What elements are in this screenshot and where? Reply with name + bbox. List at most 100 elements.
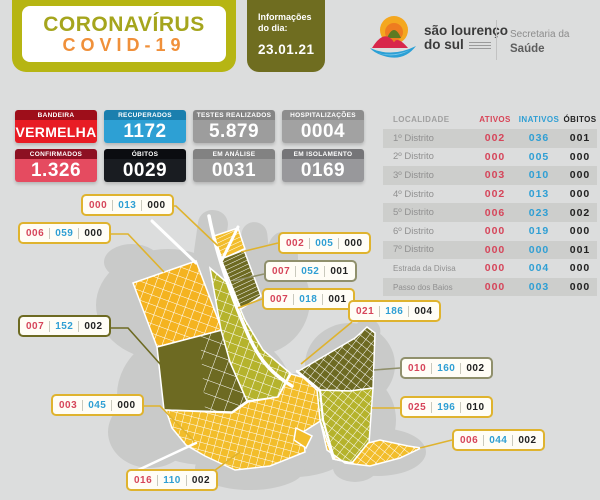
cell-inativos: 019 — [528, 225, 550, 238]
map-callout: 010 160 002 — [400, 357, 493, 379]
info-label-line1: Informações — [258, 12, 312, 22]
callout-ativos: 010 — [408, 362, 427, 374]
districts — [132, 227, 424, 471]
callout-divider — [460, 401, 462, 413]
map-callout: 007 052 001 — [264, 260, 357, 282]
callout-ativos: 007 — [270, 293, 289, 305]
callout-divider — [112, 199, 114, 211]
callout-divider — [78, 320, 80, 332]
callout-inativos: 160 — [437, 362, 456, 374]
roads — [134, 214, 336, 473]
city-logo-name: são lourenço do sul — [424, 23, 509, 52]
stat-card: HOSPITALIZAÇÕES 0004 — [282, 110, 364, 143]
cell-ativos: 002 — [484, 188, 506, 201]
callout-obitos: 002 — [518, 434, 537, 446]
row-locality: 1º Distrito — [393, 132, 434, 144]
map-callout: 000 013 000 — [81, 194, 174, 216]
callout-ativos: 016 — [134, 474, 153, 486]
table-row: 5º Distrito 006 023 002 — [383, 203, 597, 222]
stat-label: HOSPITALIZAÇÕES — [282, 110, 364, 120]
callout-inativos: 013 — [118, 199, 137, 211]
cell-obitos: 001 — [569, 132, 591, 145]
table-row: 1º Distrito 002 036 001 — [383, 129, 597, 148]
stat-value: 5.879 — [193, 120, 275, 143]
stat-label: EM ANÁLISE — [193, 149, 275, 159]
callout-ativos: 003 — [59, 399, 78, 411]
map-callout: 006 059 000 — [18, 222, 111, 244]
stat-label: BANDEIRA — [15, 110, 97, 120]
cell-ativos: 000 — [484, 225, 506, 238]
header-divider — [496, 20, 497, 60]
stat-card: TESTES REALIZADOS 5.879 — [193, 110, 275, 143]
map-callout: 006 044 002 — [452, 429, 545, 451]
cell-inativos: 010 — [528, 169, 550, 182]
stat-card: EM ANÁLISE 0031 — [193, 149, 275, 182]
callout-obitos: 000 — [147, 199, 166, 211]
cell-inativos: 003 — [528, 281, 550, 294]
callout-obitos: 000 — [84, 227, 103, 239]
row-locality: Estrada da Divisa — [393, 263, 456, 273]
callout-obitos: 002 — [466, 362, 485, 374]
callout-ativos: 021 — [356, 305, 375, 317]
cell-ativos: 000 — [484, 281, 506, 294]
callout-divider — [185, 474, 187, 486]
callout-obitos: 004 — [414, 305, 433, 317]
stat-label: EM ISOLAMENTO — [282, 149, 364, 159]
callout-divider — [324, 265, 326, 277]
table-row: 6º Distrito 000 019 000 — [383, 222, 597, 241]
stat-card: BANDEIRA VERMELHA — [15, 110, 97, 143]
cell-obitos: 000 — [569, 262, 591, 275]
callout-divider — [82, 399, 84, 411]
callout-ativos: 025 — [408, 401, 427, 413]
cell-obitos: 002 — [569, 206, 591, 219]
cell-obitos: 000 — [569, 150, 591, 163]
cell-inativos: 036 — [528, 132, 550, 145]
col-header-ativos: ATIVOS — [479, 114, 511, 124]
title-coronavirus: CORONAVÍRUS — [43, 12, 205, 36]
col-header-localidade: LOCALIDADE — [393, 114, 450, 124]
cell-obitos: 001 — [569, 243, 591, 256]
callout-ativos: 006 — [460, 434, 479, 446]
callout-divider — [431, 362, 433, 374]
logo-fineprint — [468, 40, 491, 51]
locality-table: LOCALIDADE ATIVOS INATIVOS ÓBITOS 1º Dis… — [383, 109, 597, 297]
callout-divider — [293, 293, 295, 305]
callout-inativos: 059 — [55, 227, 74, 239]
callout-divider — [338, 237, 340, 249]
stat-value: 0029 — [104, 159, 186, 182]
callout-divider — [460, 362, 462, 374]
stat-card: RECUPERADOS 1172 — [104, 110, 186, 143]
stat-value: 0031 — [193, 159, 275, 182]
stat-value: 1.326 — [15, 159, 97, 182]
brand-inner: CORONAVÍRUS COVID-19 — [22, 6, 226, 62]
callout-divider — [78, 227, 80, 239]
callout-ativos: 007 — [272, 265, 291, 277]
department-label: Secretaria da Saúde — [510, 29, 569, 56]
cell-inativos: 023 — [528, 206, 550, 219]
brand-box: CORONAVÍRUS COVID-19 — [12, 0, 236, 72]
table-row: 7º Distrito 000 000 001 — [383, 240, 597, 260]
city-name-line1: são lourenço — [424, 23, 509, 38]
row-locality: 3º Distrito — [393, 169, 434, 181]
callout-ativos: 000 — [89, 199, 108, 211]
row-locality: 6º Distrito — [393, 225, 434, 237]
stat-card: CONFIRMADOS 1.326 — [15, 149, 97, 182]
callout-divider — [483, 434, 485, 446]
row-locality: 7º Distrito — [393, 244, 434, 256]
cell-obitos: 000 — [569, 169, 591, 182]
table-row: Passo dos Baios 000 003 000 — [383, 277, 597, 297]
callout-divider — [408, 305, 410, 317]
callout-obitos: 002 — [191, 474, 211, 486]
dept-line1: Secretaria da — [510, 29, 570, 40]
map-callout: 021 186 004 — [348, 300, 441, 322]
callout-inativos: 110 — [163, 474, 181, 486]
table-body: 1º Distrito 002 036 001 2º Distrito 000 005 000… — [383, 129, 597, 297]
callout-divider — [49, 227, 51, 239]
title-covid19: COVID-19 — [62, 35, 186, 56]
info-date: 23.01.21 — [258, 41, 315, 57]
callout-inativos: 052 — [301, 265, 320, 277]
callout-divider — [295, 265, 297, 277]
stats-grid: BANDEIRA VERMELHA RECUPERADOS 1172 TESTES RE… — [15, 110, 364, 182]
col-header-inativos: INATIVOS — [518, 114, 560, 124]
stat-value: VERMELHA — [15, 120, 97, 143]
